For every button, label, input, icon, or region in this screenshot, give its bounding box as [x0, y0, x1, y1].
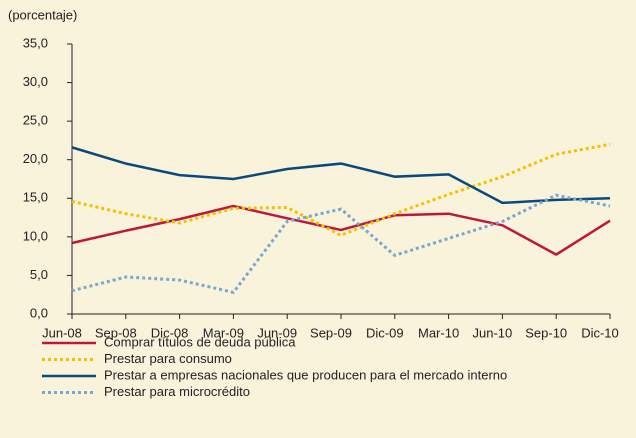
y-tick-label: 20,0 — [23, 151, 48, 166]
series-line — [71, 146, 611, 205]
y-axis-label: (porcentaje) — [8, 7, 77, 22]
legend-label: Prestar para microcrédito — [104, 384, 250, 399]
y-tick-label: 25,0 — [23, 113, 48, 128]
legend-label: Prestar para consumo — [104, 351, 232, 366]
x-tick-label: Sep-10 — [525, 325, 567, 340]
y-tick-label: 5,0 — [30, 267, 48, 282]
x-tick-label: Dic-09 — [366, 325, 404, 340]
x-tick-label: Mar-09 — [203, 325, 244, 340]
series-line — [71, 193, 611, 295]
x-tick-label: Dic-08 — [151, 325, 189, 340]
y-tick-label: 30,0 — [23, 74, 48, 89]
x-tick-label: Sep-08 — [95, 325, 137, 340]
y-tick-label: 10,0 — [23, 228, 48, 243]
x-tick-label: Jun-09 — [257, 325, 297, 340]
y-tick-label: 0,0 — [30, 305, 48, 320]
series-line — [71, 204, 611, 257]
x-tick-label: Dic-10 — [581, 325, 619, 340]
legend-label: Comprar títulos de deuda pública — [104, 334, 296, 349]
legend-label: Prestar a empresas nacionales que produc… — [104, 367, 507, 382]
x-tick-label: Jun-10 — [473, 325, 513, 340]
series-line — [71, 142, 611, 237]
x-tick-label: Jun-08 — [42, 325, 82, 340]
y-tick-label: 15,0 — [23, 190, 48, 205]
x-tick-label: Sep-09 — [310, 325, 352, 340]
y-tick-label: 35,0 — [23, 35, 48, 50]
x-tick-label: Mar-10 — [418, 325, 459, 340]
